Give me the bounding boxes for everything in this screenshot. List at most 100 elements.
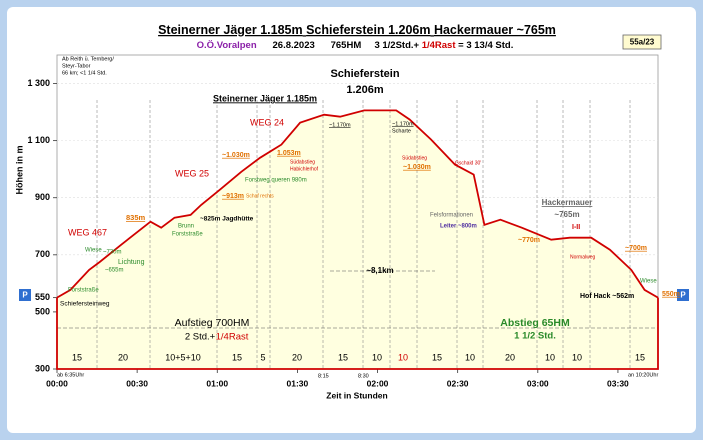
annotation: 1 1/2 Std. [514,331,556,342]
annotation: 8:30 [358,373,369,379]
parking-box [19,289,31,301]
annotation: 2 Std.+ [185,332,216,343]
annotation: ~770m [518,237,540,244]
x-tick-label: 01:30 [287,378,309,388]
annotation: Schieferstein [330,68,399,80]
parking-box [677,289,689,301]
subtitle-part: 3 1/2Std.+ [374,40,419,51]
annotation: Schiefersteinweg [60,301,110,308]
plot: 300 500 550 700 900 1 100 1 300 00:00 00:30 01:00… [27,56,679,388]
annotation: ~1.170m [392,121,414,127]
x-tick-label: 00:00 [46,378,68,388]
segment-label: 10 [398,352,408,362]
annotation: Forstweg queren 980m [245,178,307,184]
annotation: ~730m [103,250,122,256]
segment-label: 20 [292,352,302,362]
annotation: 8:15 [318,373,329,379]
annotation: Habichlerhof [290,166,319,172]
annotation: 835m [126,213,146,222]
annotation: Forststraße [68,288,99,294]
annotation: ~1.030m [403,164,431,171]
annotation: Aufstieg 700HM [175,317,250,329]
parking: P [22,291,28,300]
annotation: Wiese [640,279,657,285]
annotation: Normalweg [570,254,596,260]
parking: P [680,291,686,300]
y-tick-label: 1 100 [27,135,50,145]
x-tick-label: 02:30 [447,378,469,388]
annotation: ~825m Jagdhütte [200,216,254,223]
annotation: ~1.170m [329,122,351,128]
title-part: Schieferstein 1.206m [306,23,430,37]
annotation: ~1.030m [222,152,250,159]
segment-label: 10+5+10 [165,352,201,362]
subtitle-part: 26.8.2023 [273,40,315,51]
annotation: Scharte [392,128,411,134]
annotation: Abstieg 65HM [500,317,570,329]
profile-line [56,109,659,299]
y-tick-label: 300 [35,363,50,373]
annotation: Südabstieg [402,155,427,161]
annotation: ~8,1km [366,266,393,275]
y-tick-label: 900 [35,192,50,202]
subtitle-part: 1/4Rast [422,40,457,51]
segment-label: 15 [338,352,348,362]
annotation: ~913m [222,193,244,200]
segment-label: 10 [572,352,582,362]
title: Steinerner Jäger 1.185m Schieferstein 1.… [158,23,556,37]
segment-label: 10 [372,352,382,362]
annotation: Hackermauer [542,198,593,207]
segment-label: 20 [505,352,515,362]
annotation: Forststraße [172,232,203,238]
badge-box [622,34,662,50]
x-tick-label: 02:00 [367,378,389,388]
x-axis-label: Zeit in Stunden [326,390,387,400]
annotation: an 10:20Uhr [628,372,658,378]
subtitle-part: O.Ö.Voralpen [197,40,257,51]
baseline [56,297,659,370]
annotation: Hof Hack ~562m [580,293,634,300]
segment-label: 15 [232,352,242,362]
annotation: 66 km; <1 1/4 Std. [62,70,107,76]
annotation: Gschaid 30' [455,160,481,166]
subtitle: O.Ö.Voralpen 26.8.2023 765HM 3 1/2Std.+ … [197,40,514,51]
annotation: Brunn [178,224,194,230]
annotation: Wiese [85,248,102,254]
x-tick-label: 03:30 [607,378,629,388]
segment-label: 15 [72,352,82,362]
y-tick-label: 700 [35,249,50,259]
subtitle-part: 765HM [331,40,362,51]
segment-label: 15 [635,352,645,362]
annotation: I-II [572,224,580,231]
annotation: WEG 467 [68,227,107,237]
annotation: 1.206m [346,84,384,96]
annotation: Steyr-Tabor [62,63,91,69]
annotation: 1/4Rast [216,332,249,343]
segment-label: 10 [465,352,475,362]
annotation: ab 6:35Uhr [57,372,84,378]
annotation: Felsformationen [430,213,473,219]
segment-label: 15 [432,352,442,362]
annotation: WEG 24 [250,117,284,127]
title-part: Hackermauer ~765m [434,23,556,37]
segment-label: 5 [260,352,265,362]
annotation: ~655m [105,268,124,274]
y-tick-label: 500 [35,306,50,316]
segment-label: 20 [118,352,128,362]
title-part: Steinerner Jäger 1.185m [158,23,303,37]
annotation: Ab Reith ü. Ternberg/ [62,56,114,62]
annotation: Lichtung [118,259,145,266]
x-tick-label: 00:30 [126,378,148,388]
annotation: Südabstieg [290,159,315,165]
area-fill [57,110,658,370]
y-tick-label: 550 [35,292,50,302]
annotation: 550m [662,291,680,298]
x-tick-label: 01:00 [206,378,228,388]
annotation: Leiter ~800m [440,224,477,230]
segment-label: 10 [545,352,555,362]
annotation: Steinerner Jäger 1.185m [213,93,317,103]
y-tick-label: 1 300 [27,78,50,88]
annotation: ~765m [554,210,579,219]
